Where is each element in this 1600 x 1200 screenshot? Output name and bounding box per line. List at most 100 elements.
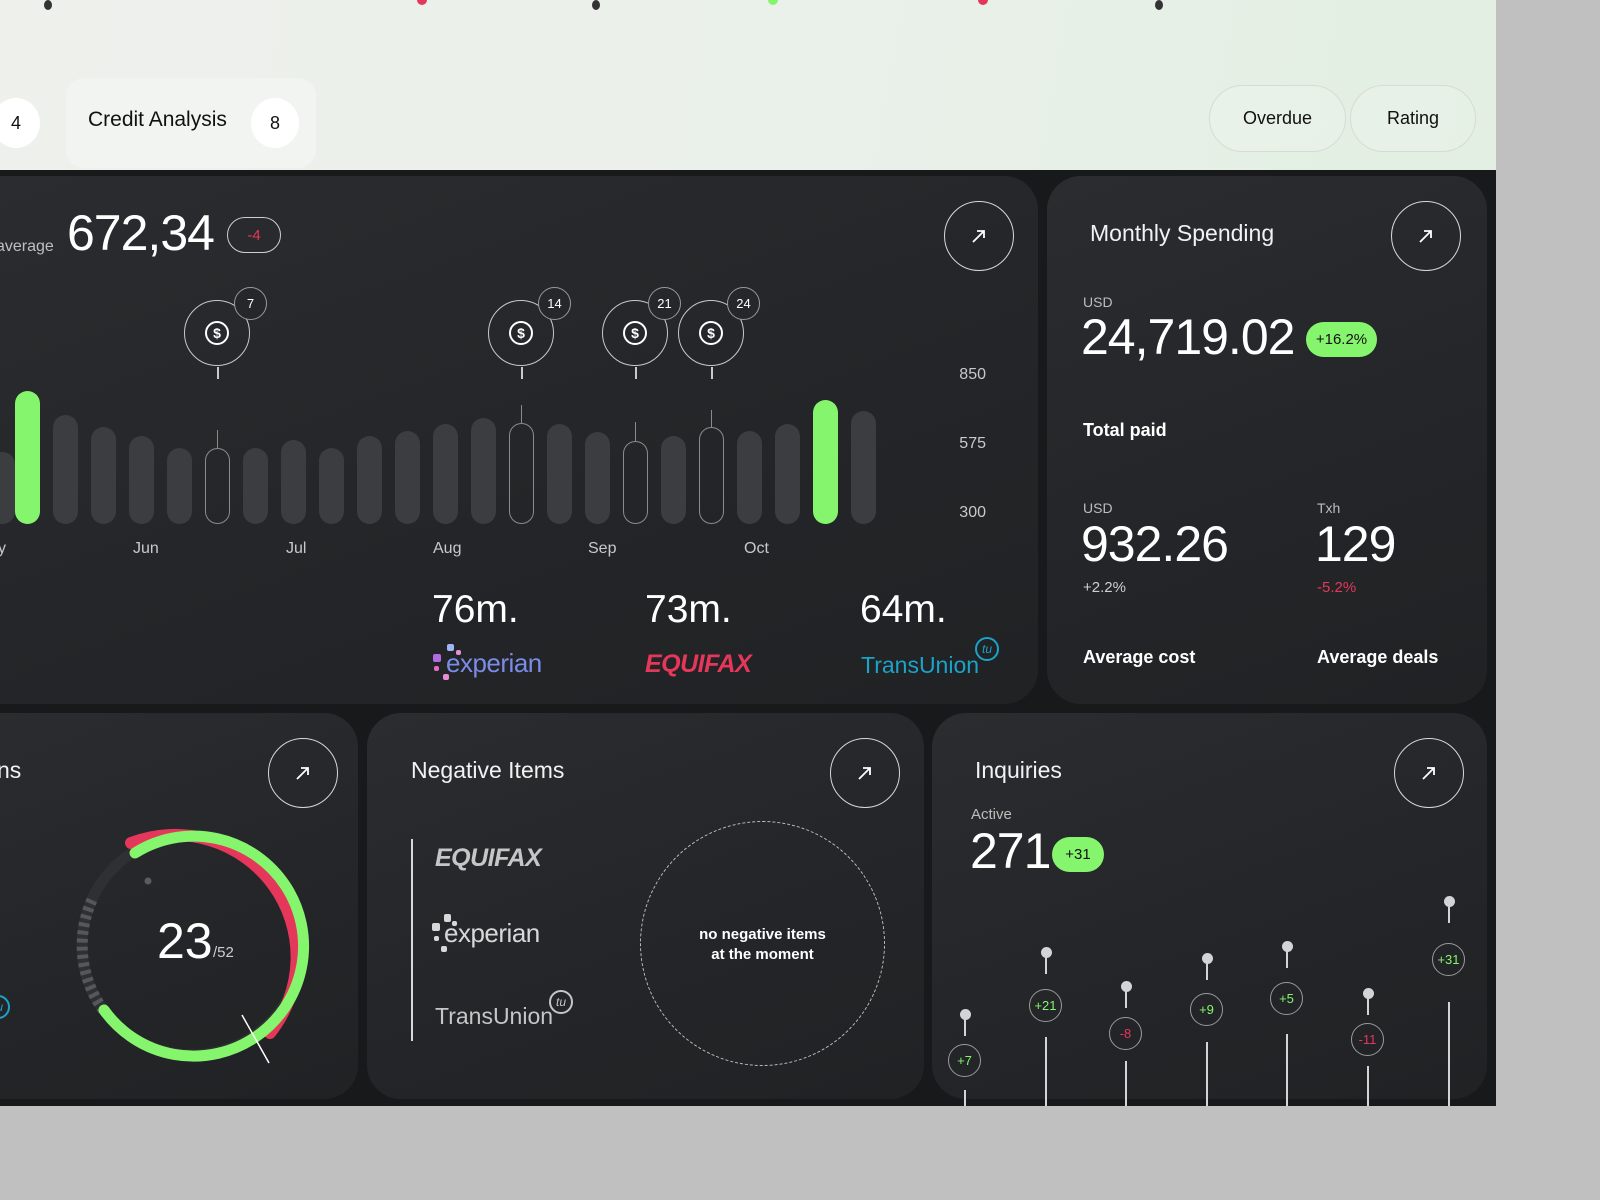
chart-bar-highlight xyxy=(813,400,838,524)
bar-stem xyxy=(521,405,523,423)
transunion-tu-icon: tu xyxy=(549,990,573,1014)
inquiry-knob[interactable] xyxy=(1121,981,1132,992)
payment-marker[interactable]: $ xyxy=(678,300,744,366)
chart-bar xyxy=(471,418,496,524)
bar-stem xyxy=(635,422,637,442)
payment-day-badge: 21 xyxy=(648,287,681,320)
chart-bar xyxy=(243,448,268,524)
payment-marker[interactable]: $ xyxy=(488,300,554,366)
month-label: Jun xyxy=(133,540,159,557)
payment-marker[interactable]: $ xyxy=(184,300,250,366)
timeline-marker-green xyxy=(768,0,778,5)
month-label: Sep xyxy=(588,540,617,557)
dollar-icon: $ xyxy=(509,321,533,345)
experian-logo-mono: experian xyxy=(444,918,540,948)
transunion-logo: TransUnion xyxy=(861,652,980,678)
chart-bar xyxy=(851,411,876,524)
inquiry-knob[interactable] xyxy=(1282,941,1293,952)
inquiry-line xyxy=(1367,997,1369,1015)
inquiry-line xyxy=(1206,1042,1208,1106)
total-paid-value: 24,719.02 xyxy=(1081,309,1295,365)
chart-bar xyxy=(0,452,15,524)
inquiry-line xyxy=(1286,950,1288,968)
arrow-up-right-icon xyxy=(858,767,871,780)
currency-label: USD xyxy=(1083,294,1113,310)
inquiry-knob[interactable] xyxy=(1363,988,1374,999)
timeline-marker xyxy=(592,0,600,10)
month-label: Aug xyxy=(433,540,462,557)
chart-bar-marked xyxy=(509,423,534,524)
inquiries-title: Inquiries xyxy=(975,757,1062,783)
chart-bar xyxy=(395,431,420,524)
accounts-title-fragment: ns xyxy=(0,757,22,783)
negative-items-expand-button[interactable] xyxy=(830,738,900,808)
dollar-icon: $ xyxy=(623,321,647,345)
total-delta-badge: +16.2% xyxy=(1306,322,1377,357)
top-header: 4 Credit Analysis 8 Overdue Rating xyxy=(0,0,1496,170)
inquiry-point: +31 xyxy=(1432,943,1465,976)
inquiry-line xyxy=(1045,956,1047,974)
inquiry-line xyxy=(1367,1066,1369,1106)
inquiry-line xyxy=(1125,1061,1127,1106)
accounts-count-value: 23 xyxy=(157,913,213,969)
month-label: y xyxy=(0,540,6,557)
payment-marker[interactable]: $ xyxy=(602,300,668,366)
chart-bar xyxy=(585,432,610,524)
marker-stem xyxy=(521,367,523,379)
overdue-filter-button[interactable]: Overdue xyxy=(1209,85,1346,152)
inquiry-point: +9 xyxy=(1190,993,1223,1026)
chart-bar xyxy=(775,424,800,524)
average-cost-label: Average cost xyxy=(1083,647,1196,667)
accounts-expand-button[interactable] xyxy=(268,738,338,808)
timeline-marker-red xyxy=(417,0,427,5)
average-deals-label: Average deals xyxy=(1317,647,1439,667)
chart-bar xyxy=(167,448,192,524)
y-axis-tick: 300 xyxy=(959,504,986,521)
empty-message-line-2: at the moment xyxy=(711,946,814,963)
dollar-icon: $ xyxy=(205,321,229,345)
chart-bar xyxy=(319,448,344,524)
chart-bar xyxy=(357,436,382,524)
month-label: Jul xyxy=(286,540,307,557)
spending-expand-button[interactable] xyxy=(1391,201,1461,271)
chart-bar xyxy=(53,415,78,524)
chart-bar-highlight xyxy=(15,391,40,524)
inquiry-knob[interactable] xyxy=(1041,947,1052,958)
arrow-up-right-icon xyxy=(1419,230,1432,243)
experian-logo: experian xyxy=(446,648,542,678)
average-cost-delta: +2.2% xyxy=(1083,579,1126,596)
inquiry-knob[interactable] xyxy=(1444,896,1455,907)
inquiry-line xyxy=(1045,1037,1047,1106)
transunion-logo-mono: TransUnion xyxy=(435,1003,554,1029)
equifax-logo: EQUIFAX xyxy=(645,650,752,678)
marker-stem xyxy=(711,367,713,379)
inquiry-line xyxy=(1448,1002,1450,1106)
inquiry-line xyxy=(1448,905,1450,923)
marker-stem xyxy=(217,367,219,379)
empty-state-circle xyxy=(640,821,885,1066)
inquiry-knob[interactable] xyxy=(1202,953,1213,964)
rating-filter-button[interactable]: Rating xyxy=(1350,85,1476,152)
score-delta-badge: -4 xyxy=(227,217,281,253)
inquiry-knob[interactable] xyxy=(960,1009,971,1020)
bar-stem xyxy=(217,430,219,448)
chart-bar xyxy=(547,424,572,524)
inquiries-expand-button[interactable] xyxy=(1394,738,1464,808)
arrow-up-right-icon xyxy=(296,767,309,780)
average-cost-value: 932.26 xyxy=(1081,516,1229,572)
score-expand-button[interactable] xyxy=(944,201,1014,271)
monthly-spending-title: Monthly Spending xyxy=(1090,220,1275,246)
chart-bar-marked xyxy=(699,427,724,524)
transunion-tu-icon: tu xyxy=(975,637,999,661)
payment-day-badge: 7 xyxy=(234,287,267,320)
payment-day-badge: 14 xyxy=(538,287,571,320)
bar-stem xyxy=(711,410,713,428)
bureau-list-divider xyxy=(411,839,413,1041)
tab-count-badge: 4 xyxy=(0,98,40,148)
empty-message-line-1: no negative items xyxy=(699,926,826,943)
tab-credit-analysis-label: Credit Analysis xyxy=(88,108,227,131)
empty-state-message: no negative items at the moment xyxy=(640,925,885,965)
timeline-marker xyxy=(1155,0,1163,10)
transunion-value: 64m. xyxy=(860,588,947,631)
inquiry-point: +7 xyxy=(948,1044,981,1077)
